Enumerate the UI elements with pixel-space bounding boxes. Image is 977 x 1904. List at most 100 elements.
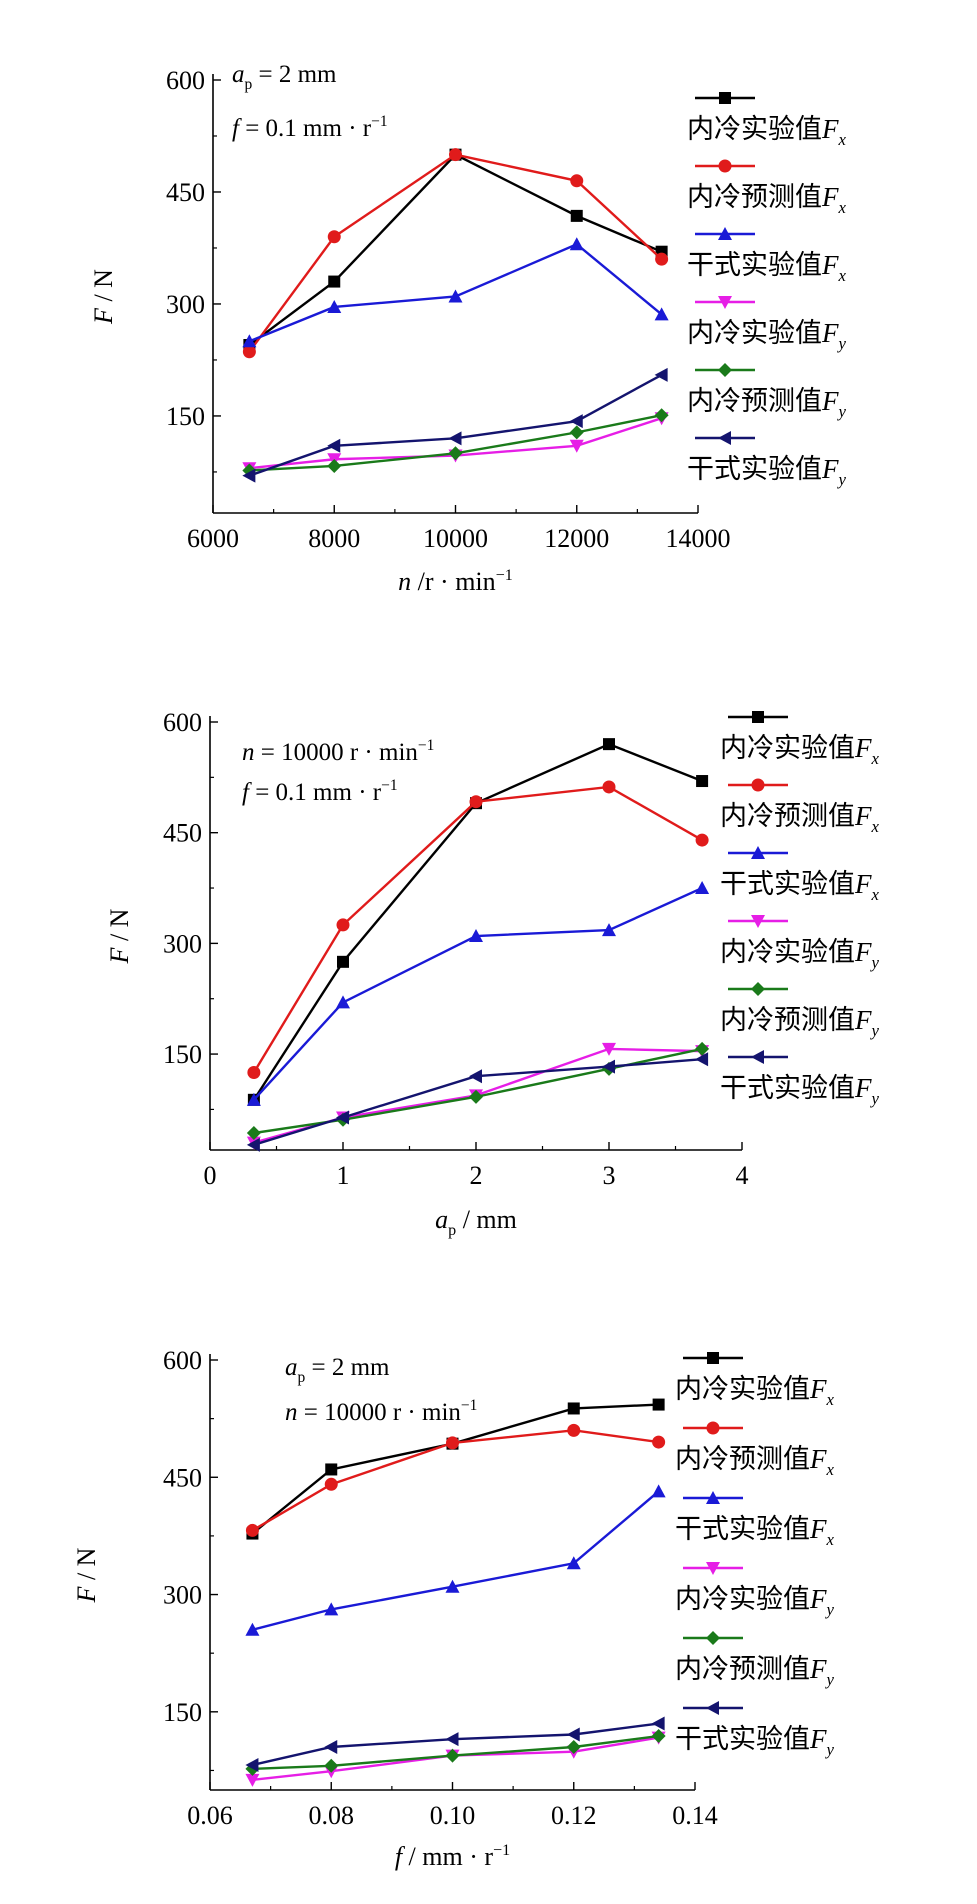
x-axis-title: ap / mm	[435, 1205, 517, 1239]
data-point	[567, 1423, 581, 1437]
data-point	[602, 1042, 616, 1056]
condition-annotation: n = 10000 r · min−1	[285, 1397, 477, 1426]
x-tick-label: 12000	[544, 524, 609, 553]
data-point	[567, 1402, 580, 1415]
y-axis-title: F / N	[72, 1547, 101, 1603]
data-point	[602, 923, 616, 937]
condition-annotation: f = 0.1 mm · r−1	[232, 113, 388, 142]
data-point	[325, 1463, 338, 1476]
y-tick-label: 450	[166, 178, 205, 207]
legend-entry: 内冷实验值Fx	[720, 733, 880, 768]
data-point	[448, 446, 463, 461]
data-point	[602, 1059, 615, 1074]
x-tick-label: 3	[603, 1161, 616, 1190]
data-point	[246, 1092, 261, 1106]
condition-annotation: f = 0.1 mm · r−1	[242, 777, 398, 806]
legend-entry: 干式实验值Fx	[675, 1514, 835, 1549]
legend-entry: 内冷实验值Fx	[687, 114, 847, 149]
legend-marker	[752, 711, 764, 723]
data-point	[242, 334, 257, 348]
data-point	[245, 1757, 259, 1772]
y-tick-label: 600	[163, 708, 202, 737]
legend-marker	[718, 296, 732, 309]
data-point	[695, 881, 710, 895]
legend-entry: 内冷预测值Fy	[720, 1005, 880, 1040]
data-point	[327, 230, 341, 244]
data-point	[469, 795, 483, 809]
data-point	[242, 345, 256, 359]
data-point	[569, 439, 584, 453]
legend-marker	[751, 846, 765, 859]
legend-entry: 干式实验值Fy	[687, 454, 847, 489]
x-tick-label: 4	[736, 1161, 749, 1190]
data-point	[566, 1727, 580, 1742]
legend-marker	[751, 915, 765, 928]
data-point	[445, 1579, 460, 1593]
data-point	[336, 995, 350, 1009]
data-point	[569, 237, 584, 251]
legend-entry: 内冷预测值Fy	[675, 1654, 835, 1689]
y-tick-label: 600	[166, 66, 205, 95]
y-tick-label: 300	[163, 1581, 202, 1610]
legend-entry: 内冷实验值Fx	[675, 1374, 835, 1409]
legend-entry: 内冷实验值Fy	[675, 1584, 835, 1619]
x-tick-label: 6000	[187, 524, 239, 553]
data-point	[603, 738, 615, 751]
data-point	[651, 1716, 665, 1731]
data-point	[449, 148, 462, 162]
data-point	[652, 1398, 665, 1411]
data-point	[446, 1436, 459, 1450]
legend-marker	[718, 431, 731, 445]
data-point	[651, 1729, 666, 1744]
data-point	[570, 174, 584, 188]
y-axis-title: F / N	[105, 908, 134, 964]
x-tick-label: 0	[204, 1161, 217, 1190]
legend-marker	[706, 1491, 720, 1504]
legend-entry: 内冷预测值Fx	[687, 182, 847, 217]
data-point	[469, 1069, 482, 1084]
y-tick-label: 150	[166, 402, 205, 431]
y-tick-label: 450	[163, 819, 202, 848]
legend-entry: 干式实验值Fx	[720, 869, 880, 904]
condition-annotation: ap = 2 mm	[285, 1354, 390, 1386]
y-tick-label: 300	[166, 290, 205, 319]
data-point	[324, 1740, 338, 1754]
x-axis-title: f / mm · r−1	[395, 1842, 510, 1871]
legend-marker	[718, 159, 732, 173]
y-tick-label: 300	[163, 929, 202, 958]
legend-marker	[751, 778, 765, 792]
data-point	[327, 299, 342, 313]
data-point	[695, 1041, 710, 1056]
data-point	[654, 367, 668, 382]
x-axis-title: n /r · min−1	[398, 567, 513, 596]
x-tick-label: 1	[337, 1161, 350, 1190]
data-point	[448, 431, 462, 446]
legend-entry: 内冷预测值Fx	[675, 1444, 835, 1479]
legend-entry: 内冷实验值Fy	[687, 318, 847, 353]
data-point	[569, 425, 584, 440]
legend-marker	[719, 92, 731, 104]
x-tick-label: 8000	[308, 524, 360, 553]
data-point	[654, 307, 669, 321]
data-point	[327, 438, 341, 453]
data-point	[570, 209, 583, 222]
x-tick-label: 2	[470, 1161, 483, 1190]
chart-panel-1: 6000 8000 10000 12000 14000 150 300 450 600 n /r …	[89, 61, 847, 596]
x-tick-label: 0.08	[309, 1801, 355, 1830]
data-point	[566, 1740, 581, 1754]
data-point	[445, 1732, 459, 1747]
data-point	[655, 252, 669, 266]
legend-entry: 干式实验值Fx	[687, 250, 847, 285]
data-point	[324, 1602, 339, 1616]
data-point	[654, 408, 669, 423]
y-tick-label: 450	[163, 1463, 202, 1492]
y-tick-label: 600	[163, 1346, 202, 1375]
condition-annotation: n = 10000 r · min−1	[242, 737, 434, 766]
data-point	[651, 1484, 666, 1498]
legend-marker	[718, 227, 732, 240]
condition-annotation: ap = 2 mm	[232, 61, 337, 93]
legend-marker	[707, 1352, 719, 1364]
legend-marker	[706, 1421, 720, 1435]
x-tick-label: 0.14	[672, 1801, 718, 1830]
